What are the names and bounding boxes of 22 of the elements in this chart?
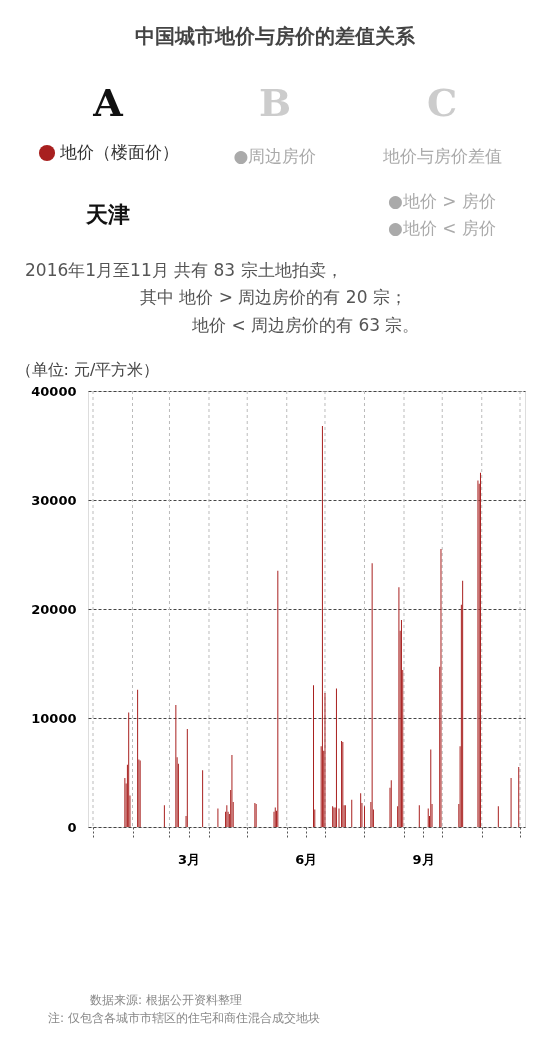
y-tick-label: 0 [67, 819, 77, 835]
text: 地价与房价差值 [381, 146, 502, 166]
text: 其中 地价 > 周边房价的有 20 宗； [140, 287, 407, 307]
text: 2016年1月至11月 共有 83 宗土地拍卖， [25, 260, 343, 280]
y-tick-label: 40000 [31, 383, 77, 399]
chart-title: 中国城市地价与房价的差值关系 [135, 24, 416, 48]
text: ●地价 < 房价 [388, 218, 496, 238]
x-tick-label: 3月 [178, 851, 201, 867]
chart-subtitle: 天津 [85, 202, 130, 227]
text: 地价 < 周边房价的有 63 宗。 [191, 315, 420, 335]
text: ●周边房价 [233, 146, 317, 166]
legend-label: 地价（楼面价） [59, 142, 179, 162]
text: 注: 仅包含各城市市辖区的住宅和商住混合成交地块 [48, 1011, 320, 1025]
source-note: 数据来源: 根据公开资料整理 [90, 993, 242, 1007]
y-tick-label: 20000 [31, 601, 77, 617]
y-tick-label: 30000 [31, 492, 77, 508]
x-tick-label: 6月 [295, 851, 318, 867]
y-tick-label: 10000 [31, 710, 77, 726]
y-axis-title: （单位: 元/平方米） [15, 359, 160, 379]
x-tick-label: 9月 [412, 851, 435, 867]
text: A [92, 80, 124, 125]
text: ●地价 > 房价 [388, 191, 496, 211]
